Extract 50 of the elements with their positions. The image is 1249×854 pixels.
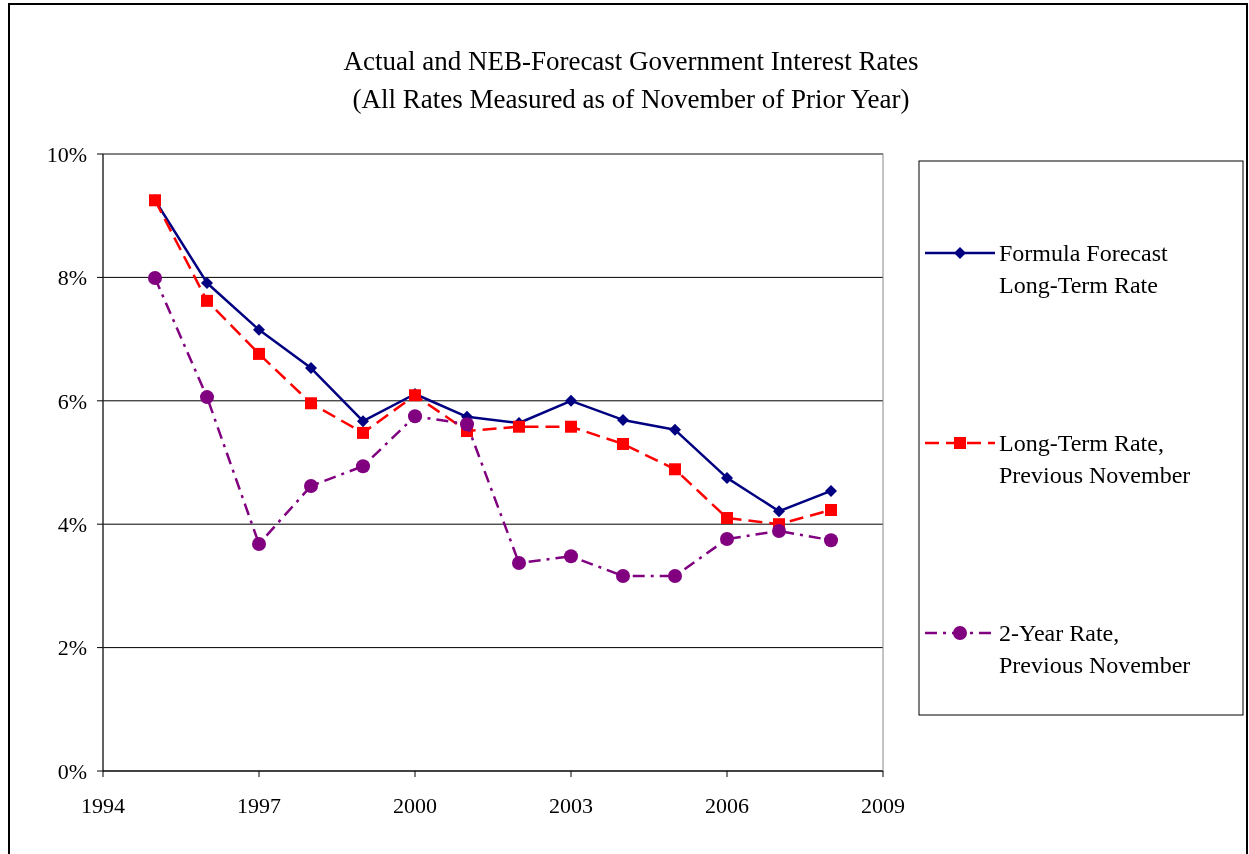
point — [305, 397, 317, 410]
x-tick-label: 2006 — [705, 793, 749, 818]
point — [721, 512, 733, 525]
point — [617, 413, 629, 426]
point — [772, 523, 786, 538]
point — [825, 504, 837, 517]
y-tick-label: 4% — [57, 511, 87, 537]
point — [253, 347, 265, 360]
point — [824, 533, 838, 548]
point — [564, 549, 578, 564]
y-tick-label: 2% — [57, 635, 87, 661]
point — [460, 417, 474, 432]
x-tick-label: 2000 — [393, 793, 437, 818]
chart-title: Actual and NEB-Forecast Government Interest Rates — [343, 46, 919, 76]
point — [201, 294, 213, 307]
point — [357, 415, 369, 428]
y-tick-label: 8% — [57, 265, 87, 291]
x-tick-label: 1997 — [237, 793, 281, 818]
point — [512, 556, 526, 571]
point — [304, 478, 318, 493]
point — [201, 276, 213, 289]
point — [616, 569, 630, 584]
legend-label: Long-Term Rate, Previous November — [999, 430, 1191, 489]
point — [253, 323, 265, 336]
point — [356, 459, 370, 474]
point — [720, 532, 734, 547]
point — [669, 423, 681, 436]
x-tick-label: 2003 — [549, 793, 593, 818]
point — [825, 484, 837, 497]
point — [773, 505, 785, 518]
point — [305, 362, 317, 375]
point — [565, 394, 577, 407]
point — [200, 390, 214, 405]
chart-subtitle: (All Rates Measured as of November of Prior Year) — [352, 84, 910, 114]
point — [148, 271, 162, 286]
point — [252, 536, 266, 551]
x-tick-label: 2009 — [861, 793, 905, 818]
point — [565, 420, 577, 433]
x-tick-label: 1994 — [81, 793, 125, 818]
point — [408, 409, 422, 424]
y-tick-label: 0% — [57, 758, 87, 784]
point — [668, 569, 682, 584]
y-tick-label: 6% — [57, 388, 87, 414]
point — [617, 437, 629, 450]
y-tick-label: 10% — [46, 141, 87, 167]
point — [721, 471, 733, 484]
point — [669, 463, 681, 476]
legend-label: Formula Forecast Long-Term Rate — [999, 240, 1168, 299]
legend-label: 2-Year Rate, Previous November — [999, 620, 1191, 679]
point — [357, 426, 369, 439]
